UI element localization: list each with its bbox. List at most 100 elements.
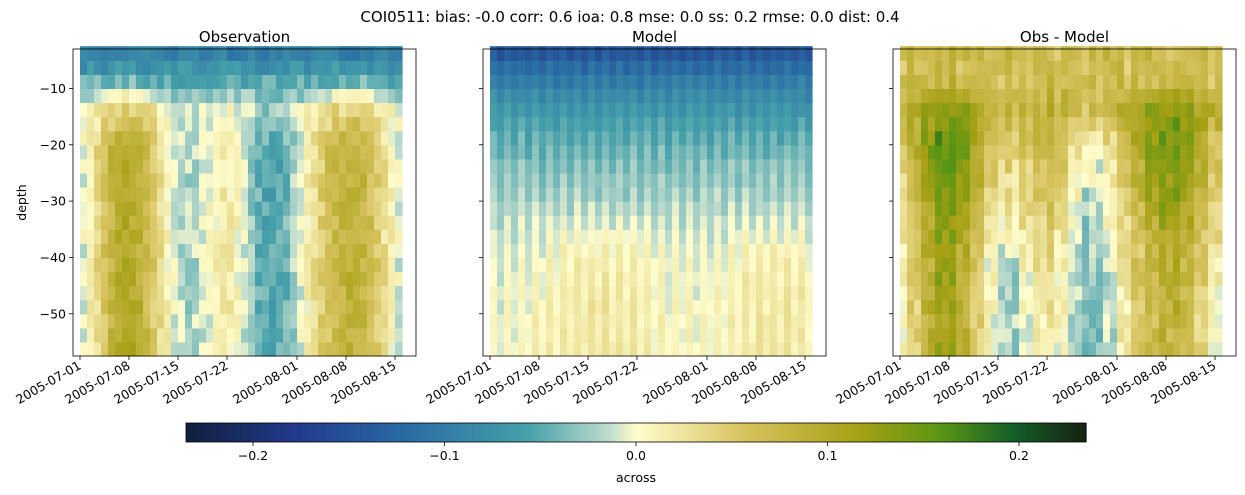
heatmap-cell [1047,327,1055,343]
heatmap-cell [248,229,256,244]
heatmap-cell [998,285,1006,301]
y-tick-label: −30 [40,194,66,209]
heatmap-cell [595,116,603,132]
colorbar-segment [253,423,258,442]
heatmap-cell [714,299,722,315]
colorbar-segment [1018,423,1023,442]
heatmap-cell [616,313,624,329]
heatmap-cell [185,285,193,301]
heatmap-cell [539,102,547,118]
heatmap-cell [101,285,109,301]
heatmap-cell [220,187,228,202]
heatmap-cell [928,341,936,357]
heatmap-cell [1110,130,1118,146]
heatmap-cell [588,74,596,90]
heatmap-cell [1089,88,1097,104]
heatmap-cell [984,327,992,343]
heatmap-cell [963,60,971,75]
heatmap-cell [1103,327,1111,343]
heatmap-cell [553,102,561,118]
heatmap-cell [1019,116,1027,132]
heatmap-cell [276,46,284,61]
heatmap-cell [108,158,116,174]
heatmap-cell [1082,158,1090,174]
heatmap-cell [339,88,347,104]
heatmap-cell [339,74,347,90]
heatmap-cell [213,46,221,61]
heatmap-cell [1005,187,1013,202]
heatmap-cell [637,271,645,287]
heatmap-cell [1159,201,1167,216]
heatmap-cell [311,144,319,160]
heatmap-cell [395,201,403,216]
colorbar-segment [793,423,798,442]
heatmap-cell [1180,299,1188,315]
heatmap-cell [1005,144,1013,160]
heatmap-cell [770,130,778,146]
heatmap-cell [87,313,95,329]
heatmap-cell [1019,243,1027,259]
heatmap-cell [504,130,512,146]
heatmap-cell [623,102,631,118]
heatmap-cell [192,243,200,259]
heatmap-cell [1215,74,1223,90]
heatmap-cell [525,187,533,202]
heatmap-cell [623,144,631,160]
heatmap-cell [1187,60,1195,75]
heatmap-cell [1089,116,1097,132]
heatmap-cell [651,257,659,273]
heatmap-cell [339,60,347,75]
heatmap-cell [199,144,207,160]
heatmap-cell [108,116,116,132]
heatmap-cell [388,229,396,244]
heatmap-cell [998,46,1006,61]
heatmap-cell [984,88,992,104]
heatmap-cell [1110,229,1118,244]
heatmap-cell [80,172,88,188]
heatmap-cell [255,313,263,329]
heatmap-cell [381,341,389,357]
heatmap-cell [304,243,312,259]
heatmap-cell [560,327,568,343]
heatmap-cell [1019,158,1027,174]
heatmap-cell [1075,187,1083,202]
heatmap-cell [1138,229,1146,244]
heatmap-cell [956,243,964,259]
heatmap-cell [213,102,221,118]
heatmap-cell [560,243,568,259]
heatmap-cell [991,144,999,160]
heatmap-cell [248,130,256,146]
heatmap-cell [311,257,319,273]
heatmap-cell [150,74,158,90]
heatmap-cell [297,201,305,216]
heatmap-cell [1075,271,1083,287]
heatmap-cell [921,341,929,357]
heatmap-cell [707,74,715,90]
heatmap-cell [1208,243,1216,259]
colorbar-segment [497,423,502,442]
heatmap-cell [150,130,158,146]
heatmap-cell [511,327,519,343]
heatmap-cell [367,130,375,146]
heatmap-cell [353,285,361,301]
heatmap-cell [1152,60,1160,75]
heatmap-cell [651,327,659,343]
heatmap-cell [1054,215,1062,230]
heatmap-cell [949,271,957,287]
heatmap-cell [1005,201,1013,216]
heatmap-cell [108,327,116,343]
heatmap-cell [693,327,701,343]
heatmap-cell [297,102,305,118]
heatmap-cell [1208,187,1216,202]
heatmap-cell [178,88,186,104]
heatmap-cell [395,229,403,244]
heatmap-cell [1096,116,1104,132]
heatmap-cell [304,257,312,273]
heatmap-cell [227,201,235,216]
colorbar-segment [868,423,873,442]
heatmap-cell [532,130,540,146]
heatmap-cell [332,102,340,118]
heatmap-cell [1054,130,1062,146]
heatmap-cell [567,158,575,174]
heatmap-cell [276,201,284,216]
